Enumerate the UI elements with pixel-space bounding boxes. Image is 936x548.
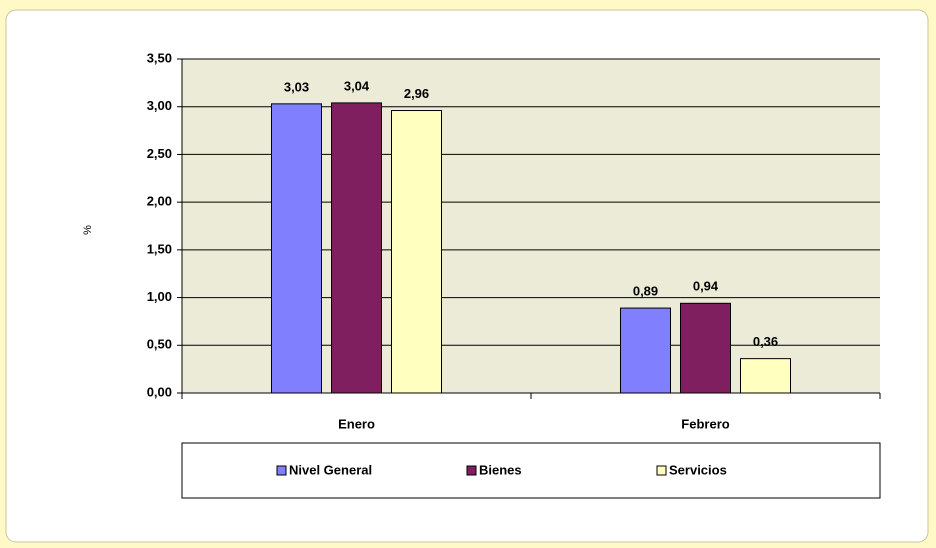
y-tick-label: 3,50 bbox=[147, 50, 172, 65]
value-label: 0,36 bbox=[753, 334, 778, 349]
y-tick-label: 0,50 bbox=[147, 337, 172, 352]
legend-swatch bbox=[276, 465, 287, 476]
value-label: 0,89 bbox=[633, 284, 658, 299]
bar bbox=[391, 110, 442, 394]
legend-label: Bienes bbox=[479, 462, 522, 477]
y-tick-label: 1,00 bbox=[147, 289, 172, 304]
bar bbox=[620, 307, 671, 394]
y-tick-label: 2,00 bbox=[147, 194, 172, 209]
value-label: 2,96 bbox=[404, 86, 429, 101]
y-tick-label: 3,00 bbox=[147, 98, 172, 113]
value-label: 3,03 bbox=[284, 79, 309, 94]
legend-box bbox=[181, 442, 881, 499]
value-label: 0,94 bbox=[693, 279, 719, 294]
y-tick-label: 1,50 bbox=[147, 241, 172, 256]
bar bbox=[331, 102, 382, 394]
legend-label: Servicios bbox=[669, 462, 727, 477]
x-tick-label: Enero bbox=[338, 416, 375, 431]
bar bbox=[740, 358, 791, 394]
legend-swatch bbox=[466, 465, 477, 476]
y-axis-label: % bbox=[82, 225, 94, 235]
y-tick-label: 0,00 bbox=[147, 384, 172, 399]
bar bbox=[680, 302, 731, 394]
legend-swatch bbox=[656, 465, 667, 476]
legend-label: Nivel General bbox=[289, 462, 372, 477]
bar bbox=[271, 103, 322, 394]
x-tick-label: Febrero bbox=[681, 416, 729, 431]
y-tick-label: 2,50 bbox=[147, 146, 172, 161]
value-label: 3,04 bbox=[344, 78, 370, 93]
